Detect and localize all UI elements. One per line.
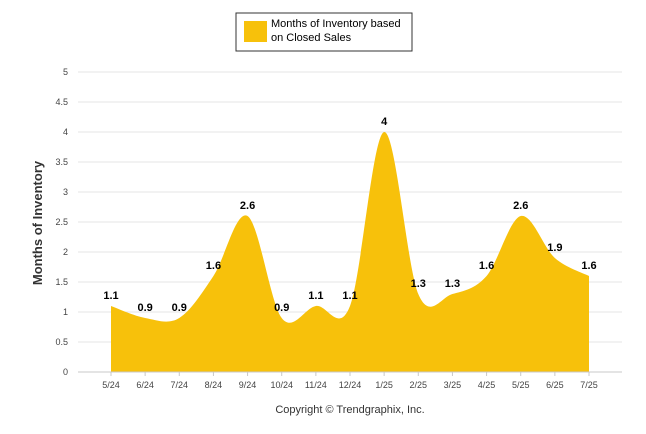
y-tick-label: 1.5 [55,277,68,287]
copyright-text: Copyright © Trendgraphix, Inc. [275,404,424,416]
legend-swatch [244,21,267,42]
y-tick-label: 2.5 [55,217,68,227]
series-area [111,131,589,372]
x-tick-label: 2/25 [410,380,428,390]
x-tick-label: 6/24 [136,380,154,390]
x-tick-label: 9/24 [239,380,257,390]
data-label: 4 [381,116,388,128]
x-tick-label: 11/24 [305,380,327,390]
data-label: 2.6 [513,200,528,212]
x-tick-label: 5/25 [512,380,530,390]
y-axis-ticks: 0 0.5 1 1.5 2 2.5 3 3.5 4 4.5 5 [55,67,68,377]
y-axis-title: Months of Inventory [30,160,45,285]
legend-label-line1: Months of Inventory based [271,18,401,30]
data-label: 0.9 [137,302,152,314]
data-label: 0.9 [172,302,187,314]
y-tick-label: 3.5 [55,157,68,167]
y-tick-label: 3 [63,187,68,197]
y-tick-label: 0.5 [55,337,68,347]
y-tick-label: 4 [63,127,68,137]
x-tick-label: 1/25 [375,380,393,390]
x-tick-label: 12/24 [339,380,362,390]
y-tick-label: 4.5 [55,97,68,107]
x-tick-label: 10/24 [270,380,293,390]
data-label: 0.9 [274,302,289,314]
y-tick-label: 1 [63,307,68,317]
x-tick-label: 7/24 [171,380,189,390]
data-label: 1.6 [206,260,221,272]
data-label: 1.6 [581,260,596,272]
x-tick-label: 4/25 [478,380,496,390]
y-tick-label: 0 [63,367,68,377]
data-label: 1.1 [103,290,118,302]
data-label: 2.6 [240,200,255,212]
y-tick-label: 5 [63,67,68,77]
x-tick-label: 8/24 [205,380,223,390]
data-label: 1.9 [547,242,562,254]
x-tick-label: 6/25 [546,380,564,390]
y-tick-label: 2 [63,247,68,257]
data-label: 1.1 [308,290,323,302]
x-tick-label: 7/25 [580,380,598,390]
data-label: 1.3 [445,278,460,290]
x-tick-label: 5/24 [102,380,120,390]
x-axis-ticks: 5/24 6/24 7/24 8/24 9/24 10/24 11/24 12/24 1/25 2… [102,372,598,390]
data-label: 1.1 [342,290,357,302]
legend: Months of Inventory based on Closed Sale… [235,12,413,52]
data-labels: 1.1 0.9 0.9 1.6 2.6 0.9 1.1 1.1 4 1.3 1.3 1.6 2.6 1.9… [103,116,596,314]
x-tick-label: 3/25 [444,380,462,390]
legend-label-line2: on Closed Sales [271,32,352,44]
data-label: 1.3 [411,278,426,290]
data-label: 1.6 [479,260,494,272]
